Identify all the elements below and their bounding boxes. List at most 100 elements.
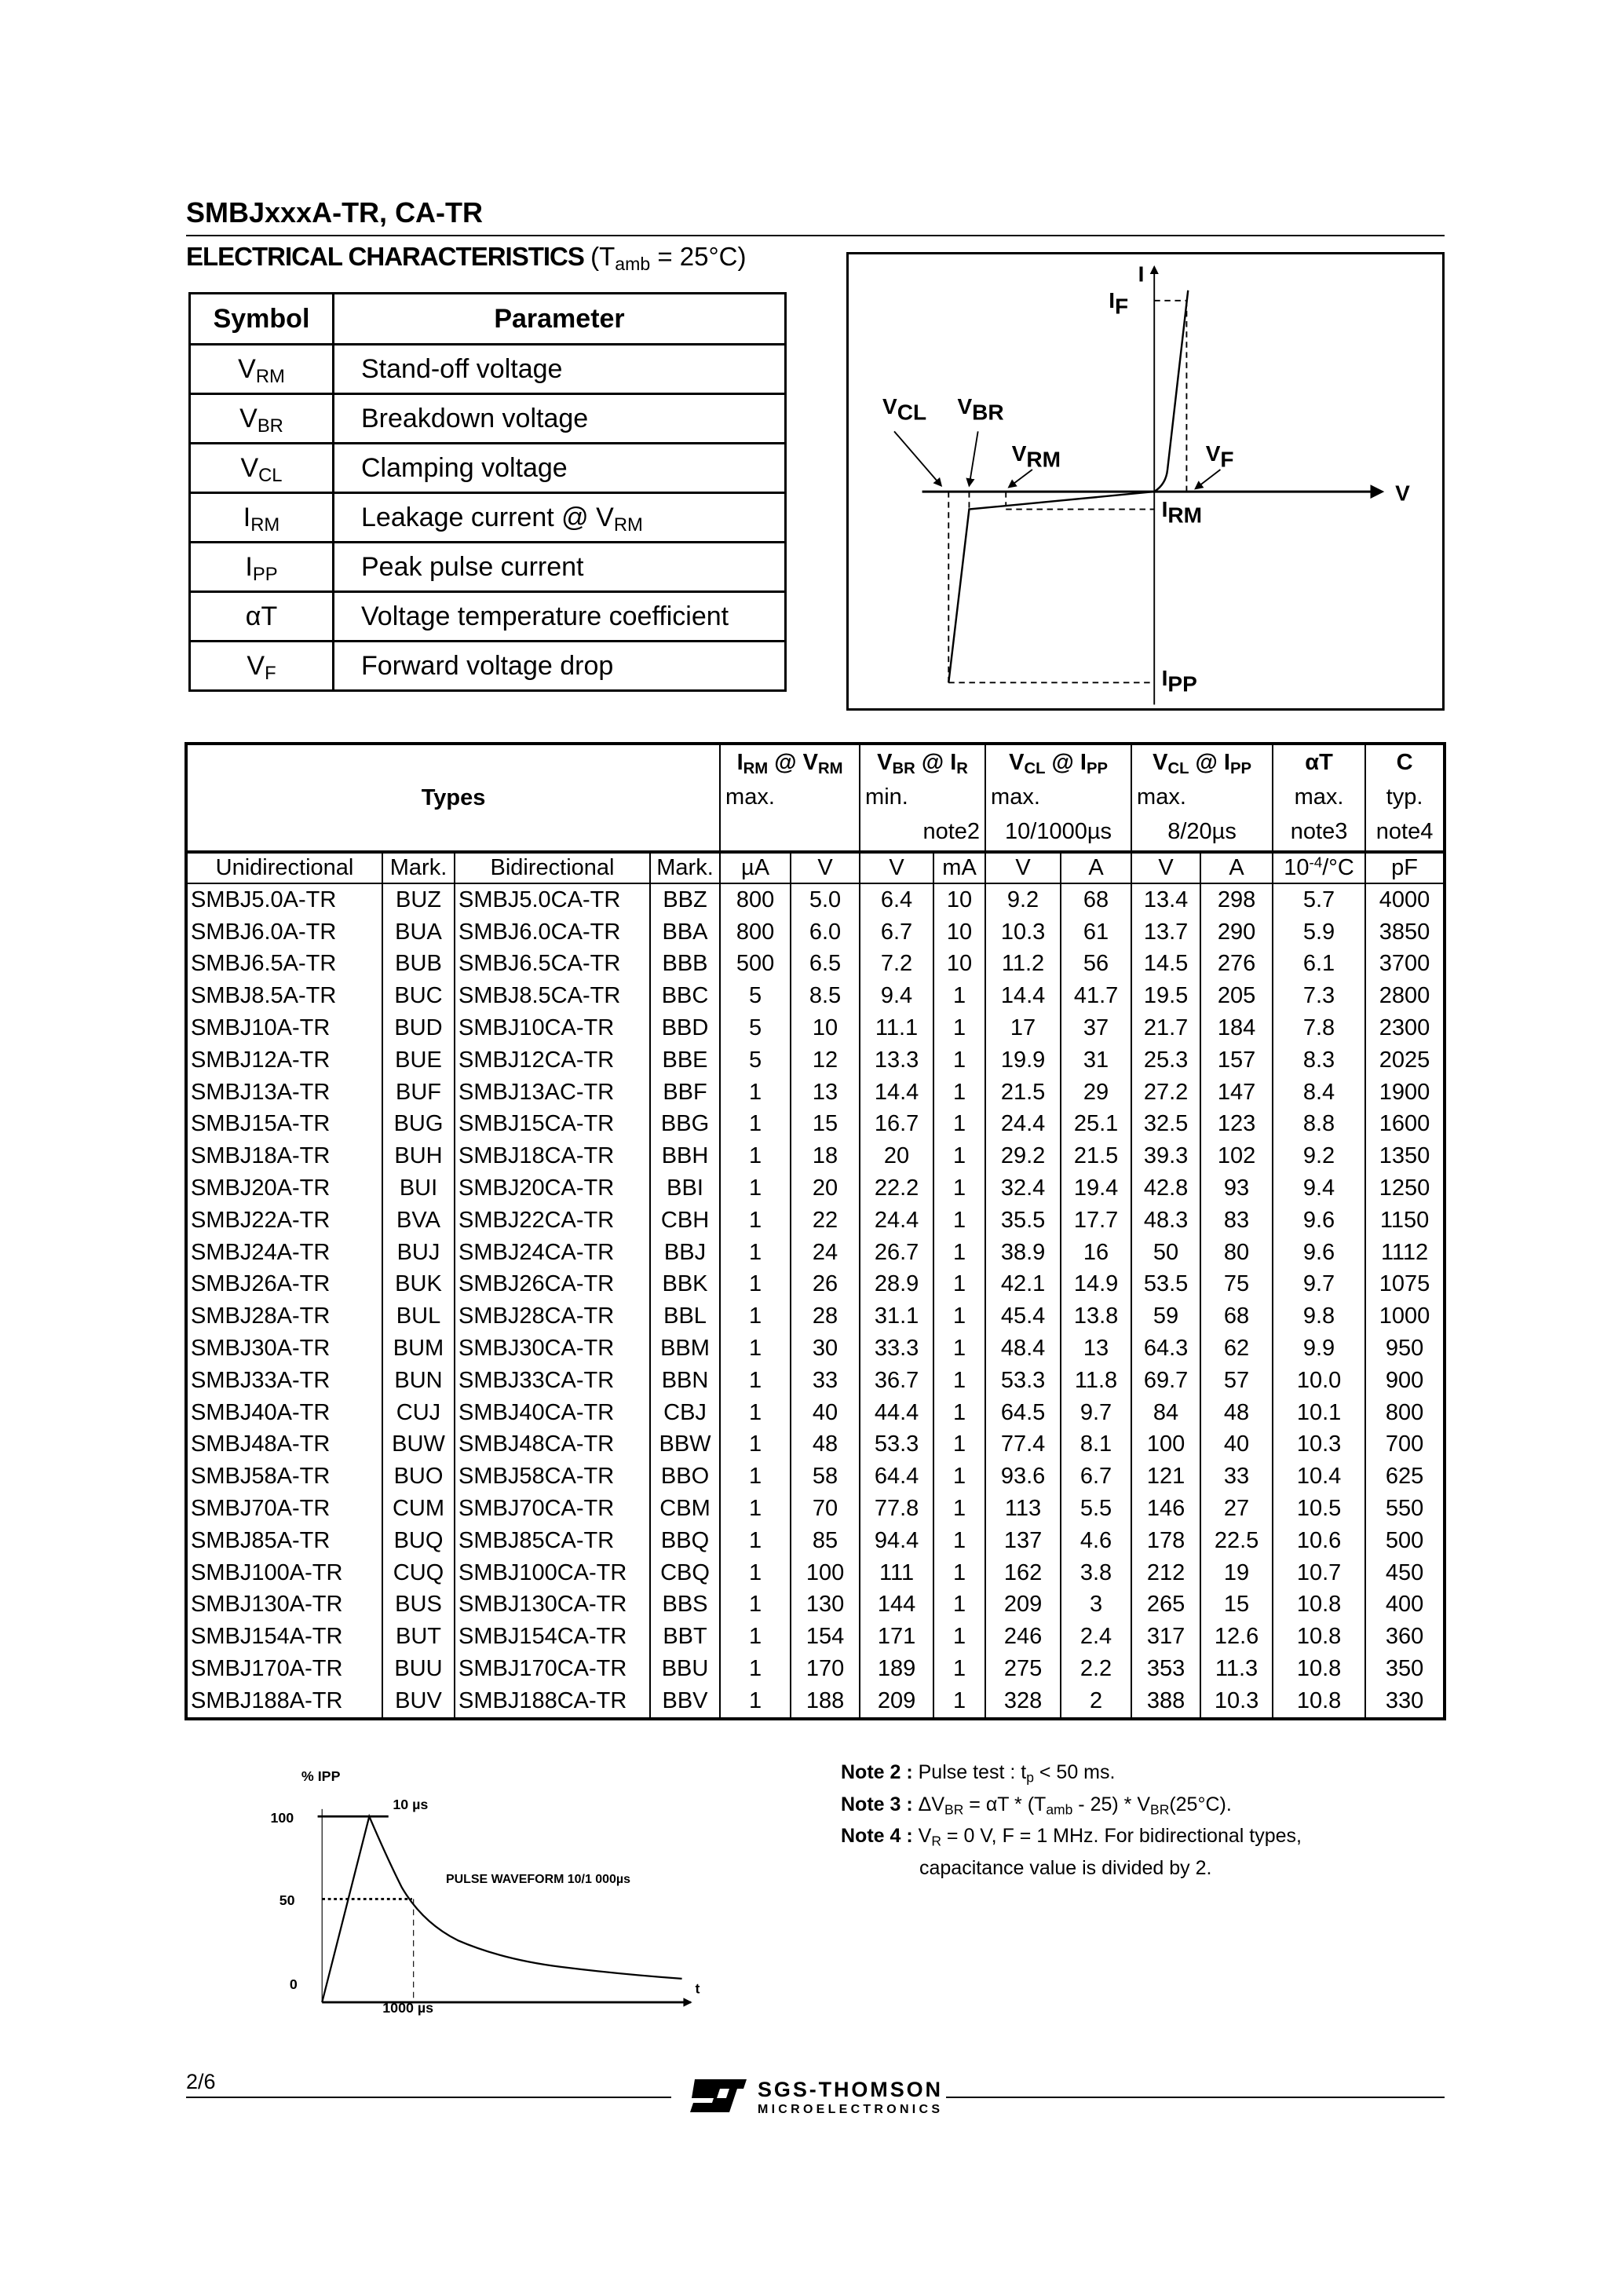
symbol-table: Symbol Parameter VRM Stand-off voltage VBR… [188, 292, 787, 692]
param-header: αT max. note3 [1272, 744, 1367, 852]
table-cell: 1 [933, 1140, 987, 1173]
table-cell: 64.3 [1131, 1333, 1202, 1365]
table-cell: 1 [933, 1524, 987, 1557]
parameter-cell: Peak pulse current [332, 541, 787, 593]
table-cell: 212 [1131, 1556, 1202, 1589]
table-cell: 3850 [1364, 916, 1446, 949]
table-row: SMBJ85A-TR BUQ SMBJ85CA-TR BBQ 1 85 94.4 1 137 4.… [185, 1524, 1446, 1557]
table-cell: BUD [382, 1012, 455, 1044]
table-cell: 1600 [1364, 1108, 1446, 1141]
table-row: SMBJ24A-TR BUJ SMBJ24CA-TR BBJ 1 24 26.7 1 38.9 1… [185, 1236, 1446, 1269]
table-cell: SMBJ130A-TR [185, 1589, 383, 1621]
table-cell: BBI [648, 1172, 721, 1205]
table-cell: 58 [790, 1461, 861, 1493]
unit-cell: µA [719, 850, 792, 884]
table-cell: 36.7 [859, 1364, 935, 1397]
note-text: VR = 0 V, F = 1 MHz. For bidirectional t… [912, 1825, 1302, 1849]
table-cell: BBD [648, 1012, 721, 1044]
table-header: Types IRM @ VRM max. VBR @ IR min. note2 VCL @… [184, 744, 1446, 884]
table-cell: 85 [790, 1524, 861, 1557]
table-cell: 1 [719, 1653, 792, 1685]
param-title: VCL @ IPP [1009, 750, 1108, 778]
label-vrm: VRM [1012, 441, 1061, 471]
table-cell: 625 [1364, 1461, 1446, 1493]
note-label: Note 3 : [841, 1793, 913, 1815]
label-ipp: IPP [1162, 666, 1197, 696]
table-cell: 450 [1364, 1556, 1446, 1589]
symbol-row: VRM Stand-off voltage [188, 343, 787, 395]
symbol-row: IPP Peak pulse current [188, 541, 787, 593]
note: Note 2 : Pulse test : tp < 50 ms. [841, 1757, 1302, 1789]
table-cell: 800 [1364, 1396, 1446, 1429]
table-cell: SMBJ58A-TR [185, 1461, 383, 1493]
table-cell: SMBJ70A-TR [185, 1493, 383, 1525]
table-row: SMBJ18A-TR BUH SMBJ18CA-TR BBH 1 18 20 1 29.2 21.… [185, 1140, 1446, 1173]
table-cell: 1 [933, 1076, 987, 1109]
table-cell: 1150 [1364, 1204, 1446, 1237]
label-irm: IRM [1162, 497, 1202, 527]
table-cell: SMBJ48A-TR [185, 1428, 383, 1461]
table-cell: 1 [719, 1108, 792, 1141]
st-logo-icon: SGS-THOMSON MICROELECTRONICS [690, 2078, 941, 2116]
table-cell: BUH [382, 1140, 455, 1173]
table-cell: 22.5 [1200, 1524, 1274, 1557]
table-cell: CBM [648, 1493, 721, 1525]
table-cell: 53.5 [1131, 1268, 1202, 1301]
table-cell: 19.9 [985, 1044, 1062, 1077]
table-row: SMBJ130A-TR BUS SMBJ130CA-TR BBS 1 130 144 1 209… [185, 1589, 1446, 1621]
table-cell: BBO [648, 1461, 721, 1493]
table-cell: 7.3 [1272, 980, 1367, 1013]
table-cell: BBS [648, 1589, 721, 1621]
table-cell: 1 [933, 1364, 987, 1397]
table-cell: 6.5 [790, 948, 861, 981]
table-cell: 27 [1200, 1493, 1274, 1525]
table-cell: 1 [933, 1621, 987, 1654]
table-cell: 298 [1200, 883, 1274, 916]
table-row: SMBJ58A-TR BUO SMBJ58CA-TR BBO 1 58 64.4 1 93.6 6… [185, 1461, 1446, 1493]
table-cell: BBC [648, 980, 721, 1013]
symbol-row: αT Voltage temperature coefficient [188, 590, 787, 642]
unit-cell: pF [1364, 850, 1446, 884]
table-row: SMBJ6.0A-TR BUA SMBJ6.0CA-TR BBA 800 6.0 6.7 10… [185, 916, 1446, 949]
unit-cell: A [1060, 850, 1133, 884]
unit-cell: Bidirectional [454, 850, 651, 884]
table-cell: 48 [1200, 1396, 1274, 1429]
table-cell: 10.3 [1200, 1684, 1274, 1719]
unit-cell: mA [933, 850, 987, 884]
table-cell: BBM [648, 1333, 721, 1365]
table-cell: 950 [1364, 1333, 1446, 1365]
table-cell: 6.7 [859, 916, 935, 949]
table-cell: BBQ [648, 1524, 721, 1557]
table-cell: SMBJ100CA-TR [454, 1556, 651, 1589]
table-cell: CUJ [382, 1396, 455, 1429]
footer-rule-right [946, 2097, 1445, 2098]
tick-0: 0 [290, 1976, 298, 1992]
table-cell: SMBJ154CA-TR [454, 1621, 651, 1654]
table-cell: 10.8 [1272, 1621, 1367, 1654]
table-cell: SMBJ24A-TR [185, 1236, 383, 1269]
param-title: IRM @ VRM [736, 750, 843, 778]
table-cell: 10.5 [1272, 1493, 1367, 1525]
table-cell: 9.9 [1272, 1333, 1367, 1365]
table-cell: BBJ [648, 1236, 721, 1269]
table-cell: 53.3 [859, 1428, 935, 1461]
table-row: SMBJ20A-TR BUI SMBJ20CA-TR BBI 1 20 22.2 1 32.4 1… [185, 1172, 1446, 1205]
table-cell: 5.7 [1272, 883, 1367, 916]
table-cell: BVA [382, 1204, 455, 1237]
table-cell: 9.6 [1272, 1204, 1367, 1237]
table-cell: 317 [1131, 1621, 1202, 1654]
table-cell: 1 [719, 1589, 792, 1621]
table-cell: 15 [1200, 1589, 1274, 1621]
table-cell: 48.3 [1131, 1204, 1202, 1237]
symbol-row: VBR Breakdown voltage [188, 393, 787, 444]
logo-text-1: SGS-THOMSON [758, 2078, 940, 2101]
table-cell: 146 [1131, 1493, 1202, 1525]
table-cell: 1112 [1364, 1236, 1446, 1269]
table-cell: 330 [1364, 1684, 1446, 1719]
table-cell: 10.8 [1272, 1684, 1367, 1719]
table-cell: 10.7 [1272, 1556, 1367, 1589]
table-cell: 62 [1200, 1333, 1274, 1365]
table-cell: 61 [1060, 916, 1133, 949]
table-cell: BUZ [382, 883, 455, 916]
